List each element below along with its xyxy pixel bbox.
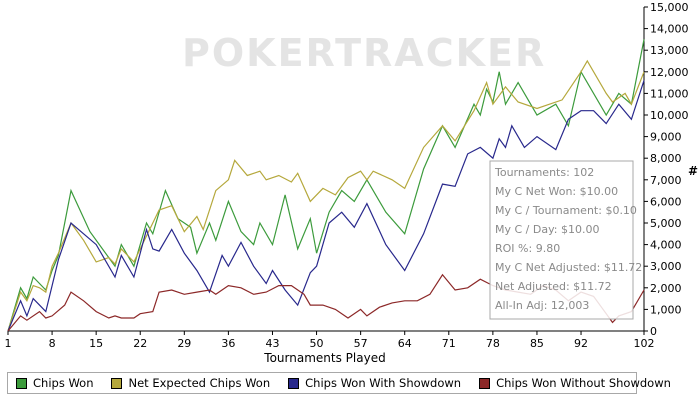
legend-label: Chips Won With Showdown — [305, 376, 462, 390]
stat-line: ROI %: 9.80 — [495, 242, 560, 255]
y-tick-label: 8,000 — [650, 152, 682, 165]
x-tick-label: 1 — [5, 337, 12, 350]
x-tick-label: 71 — [442, 337, 456, 350]
legend: Chips Won Net Expected Chips Won Chips W… — [7, 372, 671, 394]
legend-label: Chips Won — [33, 376, 94, 390]
x-tick-label: 102 — [634, 337, 655, 350]
x-tick-label: 43 — [265, 337, 279, 350]
stats-box: Tournaments: 102 My C Net Won: $10.00 My… — [489, 160, 642, 320]
x-tick-label: 22 — [133, 337, 147, 350]
legend-swatch — [288, 377, 300, 389]
series-line — [7, 80, 645, 332]
y-axis-ticks: 0 1,000 2,000 3,000 4,000 5,000 6,000 7,000 8,00… — [644, 1, 689, 338]
y-tick-label: 10,000 — [650, 109, 689, 122]
x-tick-label: 29 — [177, 337, 191, 350]
y-tick-label: 5,000 — [650, 217, 682, 230]
y-tick-label: 0 — [650, 325, 657, 338]
legend-item-with-showdown: Chips Won With Showdown — [288, 376, 461, 390]
stat-line: My C Net Adjusted: $11.72 — [495, 261, 642, 274]
series-lines — [7, 39, 645, 332]
x-tick-label: 64 — [398, 337, 412, 350]
x-axis-title: Tournaments Played — [263, 351, 385, 365]
y-tick-label: 4,000 — [650, 239, 682, 252]
legend-item-without-showdown: Chips Won Without Showdown — [479, 376, 671, 390]
y-tick-label: 14,000 — [650, 23, 689, 36]
y-tick-label: 7,000 — [650, 174, 682, 187]
stat-line: Tournaments: 102 — [494, 166, 594, 179]
stat-line: Net Adjusted: $11.72 — [495, 280, 612, 293]
x-tick-label: 85 — [530, 337, 544, 350]
x-tick-label: 15 — [89, 337, 103, 350]
series-line — [7, 39, 645, 332]
x-tick-label: 57 — [354, 337, 368, 350]
y-tick-label: 15,000 — [650, 1, 689, 14]
x-tick-label: 78 — [486, 337, 500, 350]
y-tick-label: 11,000 — [650, 87, 689, 100]
legend-item-net-expected: Net Expected Chips Won — [111, 376, 270, 390]
chart-canvas: POKERTRACKER Tournaments: 102 My C Net W… — [5, 1, 699, 365]
x-tick-label: 8 — [49, 337, 56, 350]
stat-line: All-In Adj: 12,003 — [495, 299, 589, 312]
y-axis-title: # — [688, 164, 698, 178]
x-tick-label: 50 — [310, 337, 324, 350]
plot-area — [8, 7, 645, 332]
stat-line: My C / Day: $10.00 — [495, 223, 600, 236]
legend-label: Net Expected Chips Won — [128, 376, 271, 390]
legend-swatch — [479, 377, 491, 389]
legend-item-chips-won: Chips Won — [16, 376, 93, 390]
y-tick-label: 2,000 — [650, 282, 682, 295]
stat-line: My C Net Won: $10.00 — [495, 185, 618, 198]
legend-swatch — [16, 377, 27, 389]
y-tick-label: 12,000 — [650, 66, 689, 79]
stat-line: My C / Tournament: $0.10 — [495, 204, 637, 217]
x-tick-label: 36 — [221, 337, 235, 350]
series-line — [7, 59, 645, 332]
y-tick-label: 13,000 — [650, 44, 689, 57]
y-tick-label: 1,000 — [650, 303, 682, 316]
legend-swatch — [111, 377, 123, 389]
pokertracker-watermark: POKERTRACKER — [182, 31, 546, 75]
y-tick-label: 6,000 — [650, 195, 682, 208]
x-axis-ticks: 1 8 15 22 29 36 43 50 57 64 71 78 85 92 102 — [5, 331, 655, 350]
legend-label: Chips Won Without Showdown — [496, 376, 671, 390]
y-tick-label: 9,000 — [650, 131, 682, 144]
x-tick-label: 92 — [574, 337, 588, 350]
y-tick-label: 3,000 — [650, 260, 682, 273]
